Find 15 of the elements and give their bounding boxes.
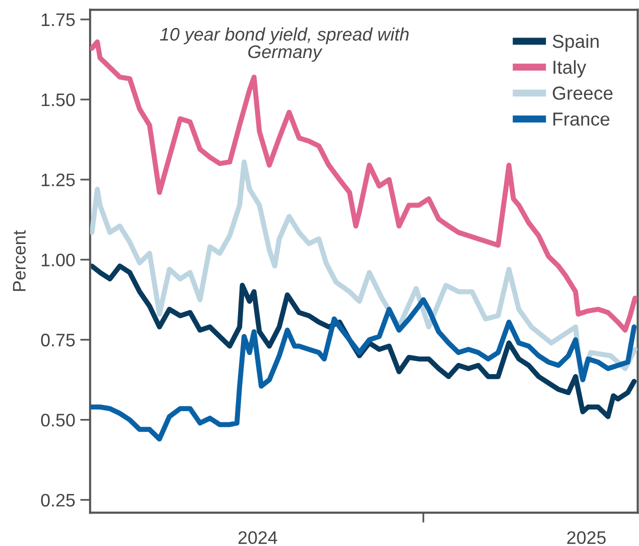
y-tick-label: 0.50 [41, 414, 75, 427]
legend-label: Spain [552, 34, 599, 52]
legend-label: Greece [552, 86, 613, 100]
y-axis-title: Percent [13, 230, 26, 291]
x-tick-label: 2024 [238, 531, 278, 544]
y-tick-label: 1.25 [42, 174, 75, 186]
y-tick-label: 1.00 [42, 254, 75, 266]
legend-label: France [553, 112, 610, 126]
y-tick-label: 1.75 [42, 14, 75, 26]
legend-label: Italy [554, 60, 586, 78]
x-tick-label: 2025 [567, 531, 606, 544]
y-tick-label: 1.50 [42, 93, 75, 106]
text: 10 year bond yield, spread with Germany [160, 27, 409, 62]
y-tick-label: 0.25 [41, 494, 75, 507]
y-tick-label: 0.75 [41, 334, 75, 346]
